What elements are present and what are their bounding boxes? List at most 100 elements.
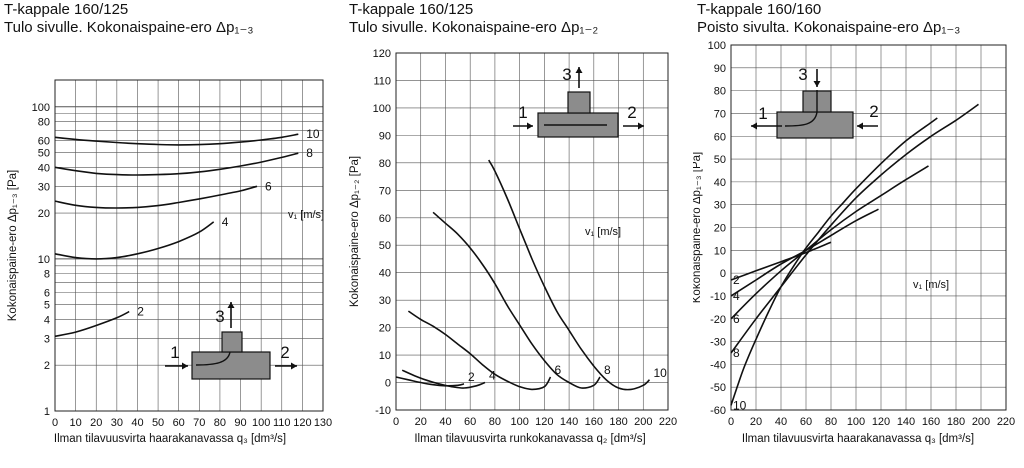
y-tick-label: -10 [710, 291, 726, 303]
flow-path [784, 90, 818, 127]
tee-body [776, 111, 854, 139]
y-tick-label: 10 [38, 254, 50, 266]
y-tick-label: 60 [714, 131, 726, 143]
tee-diagram: 1 2 3 [513, 65, 644, 138]
y-tick-label: 90 [379, 130, 391, 142]
y-tick-label: 70 [714, 108, 726, 120]
x-axis-label: Ilman tilavuusvirta haarakanavassa q₃ [d… [742, 433, 974, 445]
x-tick-label: 120 [293, 417, 311, 429]
y-tick-label: 5 [44, 300, 50, 312]
y-tick-label: -40 [710, 359, 726, 371]
x-tick-label: 200 [634, 416, 652, 428]
x-tick-label: 20 [90, 417, 102, 429]
y-tick-label: 20 [38, 208, 50, 220]
chart-panel-1: T-kappale 160/125 Tulo sivulle. Kokonais… [0, 0, 345, 468]
y-tick-label: 70 [379, 185, 391, 197]
series-label: 10 [306, 127, 320, 141]
y-tick-label: 20 [379, 323, 391, 335]
y-tick-label: 30 [38, 181, 50, 193]
y-tick-label: 3 [44, 333, 50, 345]
arrow-head [813, 81, 821, 87]
x-tick-label: 120 [872, 416, 890, 428]
y-tick-label: 10 [379, 350, 391, 362]
plot-frame [395, 52, 669, 411]
chart-title: T-kappale 160/125 [4, 1, 129, 18]
x-tick-label: 160 [585, 416, 603, 428]
y-tick-label: 10 [714, 245, 726, 257]
arrow-head [182, 362, 188, 370]
x-tick-label: 220 [997, 416, 1015, 428]
tee-diagram: 1 2 3 [165, 302, 297, 380]
series-label: 2 [733, 273, 740, 287]
x-tick-label: 100 [510, 416, 528, 428]
y-tick-label: 60 [379, 213, 391, 225]
chart-panel-3: T-kappale 160/160 Poisto sivulta. Kokona… [693, 0, 1024, 468]
x-tick-label: 60 [173, 417, 185, 429]
chart-subtitle: Tulo sivulle. Kokonaispaine-ero Δp₁₋₂ [349, 19, 599, 36]
x-tick-label: 40 [775, 416, 787, 428]
arrow-head [857, 122, 863, 130]
series-line [730, 117, 938, 406]
port-label: 3 [562, 65, 571, 84]
y-tick-label: 0 [720, 268, 726, 280]
arrow-head [638, 122, 644, 130]
x-tick-label: 220 [659, 416, 677, 428]
x-tick-label: 50 [152, 417, 164, 429]
plot-frame [54, 79, 324, 412]
y-tick-label: 40 [714, 177, 726, 189]
arrow-head [227, 302, 235, 308]
port-label: 2 [280, 343, 289, 362]
x-tick-label: 0 [728, 416, 734, 428]
parameter-label: v₁ [m/s] [288, 209, 324, 221]
x-tick-label: 140 [560, 416, 578, 428]
series-label: 10 [733, 398, 747, 412]
port-label: 3 [798, 65, 807, 84]
y-tick-label: 90 [714, 63, 726, 75]
chart-subtitle: Poisto sivulta. Kokonaispaine-ero Δp₁₋₃ [697, 19, 961, 36]
port-label: 1 [518, 103, 527, 122]
x-tick-label: 0 [52, 417, 58, 429]
series-line [54, 310, 130, 338]
y-tick-label: -30 [710, 337, 726, 349]
chart-plot: 0 20 40 60 80 100 120 140 160 180 200 220-60-50-40-… [693, 40, 1015, 445]
y-axis-label: Kokonaispaine-ero Δp₁₋₃ [Pa] [693, 152, 703, 303]
x-tick-label: 60 [464, 416, 476, 428]
series-label: 4 [222, 215, 229, 229]
series-line [407, 310, 552, 391]
x-tick-label: 40 [439, 416, 451, 428]
series-line [730, 103, 979, 354]
x-tick-label: 120 [535, 416, 553, 428]
x-axis-label: Ilman tilavuusvirta haarakanavassa q₃ [d… [54, 433, 286, 445]
parameter-label: v₁ [m/s] [913, 279, 949, 291]
series-label: 10 [653, 366, 667, 380]
y-tick-label: 80 [379, 158, 391, 170]
y-axis-label: Kokonaispaine-ero Δp₁₋₂ [Pa] [349, 156, 361, 307]
chart-plot: 0 10 20 30 40 50 60 70 80 90 100 110 120 130123456810… [7, 79, 332, 445]
port-label: 3 [215, 307, 224, 326]
x-axis-label: Ilman tilavuusvirta runkokanavassa q₂ [d… [414, 433, 645, 445]
chart-title: T-kappale 160/125 [349, 1, 474, 18]
series-label: 6 [733, 312, 740, 326]
series-line [54, 185, 258, 209]
y-tick-label: 80 [38, 117, 50, 129]
y-tick-label: 100 [373, 103, 391, 115]
x-tick-label: 60 [800, 416, 812, 428]
arrow-head [575, 67, 583, 73]
x-tick-label: 30 [111, 417, 123, 429]
series-line [395, 376, 465, 387]
y-tick-label: 60 [38, 136, 50, 148]
x-tick-label: 100 [252, 417, 270, 429]
x-tick-label: 100 [847, 416, 865, 428]
series-line [54, 133, 299, 146]
chart-panel-2: T-kappale 160/125 Tulo sivulle. Kokonais… [345, 0, 685, 468]
x-tick-label: 0 [393, 416, 399, 428]
series-line [730, 241, 832, 281]
series-line [432, 211, 601, 389]
y-tick-label: 80 [714, 86, 726, 98]
series-label: 4 [733, 289, 740, 303]
arrow-head [291, 362, 297, 370]
y-axis-label: Kokonaispaine-ero Δp₁₋₃ [Pa] [7, 170, 19, 321]
y-tick-label: 30 [714, 200, 726, 212]
chart-subtitle: Tulo sivulle. Kokonaispaine-ero Δp₁₋₃ [4, 19, 254, 36]
y-tick-label: 50 [379, 240, 391, 252]
